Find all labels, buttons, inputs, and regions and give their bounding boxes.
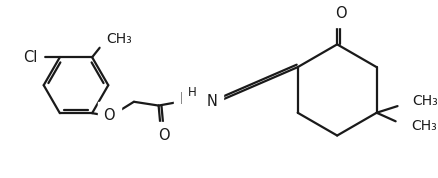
Text: Cl: Cl [23, 50, 37, 65]
Text: O: O [335, 6, 347, 22]
Text: H: H [187, 86, 196, 99]
Text: CH₃: CH₃ [413, 94, 438, 108]
Text: CH₃: CH₃ [411, 119, 437, 133]
Text: N: N [180, 92, 191, 107]
Text: O: O [159, 127, 170, 143]
Text: CH₃: CH₃ [106, 32, 132, 46]
Text: O: O [103, 108, 115, 123]
Text: N: N [206, 94, 217, 109]
